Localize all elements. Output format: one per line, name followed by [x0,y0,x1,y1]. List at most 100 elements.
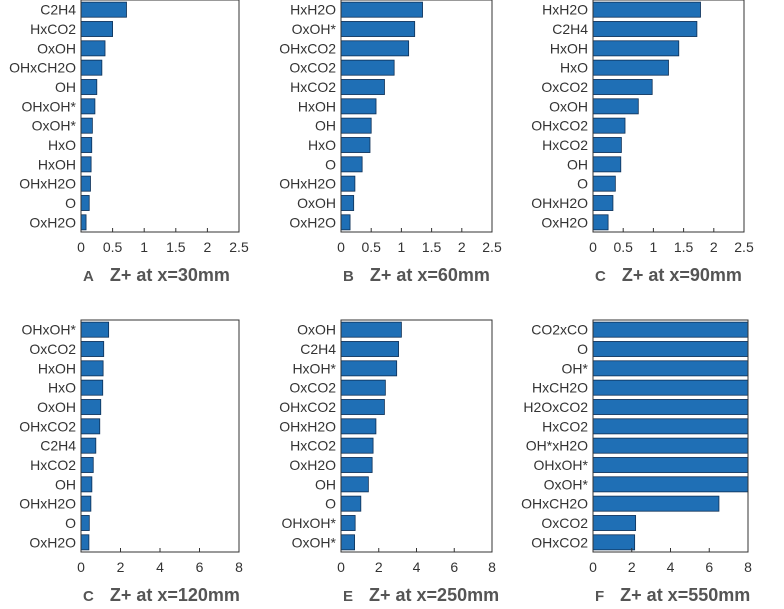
category-label: OH [55,476,76,492]
panel-letter: B [343,268,354,285]
bar-chart-panel-1: C2H4 HxCO2 OxOH OHxCH2O OH OHxOH* OxOH* HxO HxOH… [9,0,249,285]
bar [592,59,669,76]
x-tick-label: 2 [204,239,212,255]
bar [592,117,626,134]
bar [80,534,90,551]
bar [340,175,356,192]
category-label: OHxH2O [279,176,336,192]
category-label: OxOH [549,98,588,114]
panel-caption: C Z+ at x=90mm [595,265,742,285]
bar [340,379,386,396]
category-label: OHxH2O [19,496,76,512]
category-label: OHxH2O [279,418,336,434]
bar [592,341,749,357]
category-label: O [577,341,588,357]
category-label: C2H4 [40,2,76,18]
panel-letter: F [595,588,604,605]
bar-chart-panel-2: HxH2O OxOH* OHxCO2 OxCO2 HxCO2 HxOH OH HxO O OHxH… [279,0,502,285]
category-label: OH [55,79,76,95]
category-label: HxCH2O [532,380,588,396]
bar [80,457,94,473]
panel-letter: E [343,588,353,605]
x-tick-label: 0.5 [613,239,633,255]
bar [80,79,98,95]
category-label: C2H4 [300,341,336,357]
category-label: OHxCO2 [531,118,588,134]
bar [80,117,93,134]
category-label: OHxOH* [22,98,77,114]
category-label: OxCO2 [541,79,588,95]
category-label: HxCO2 [30,21,76,37]
category-label: OH [315,118,336,134]
panel-title: Z+ at x=250mm [369,585,499,605]
x-tick-label: 1.5 [422,239,442,255]
category-label: OxOH* [544,476,589,492]
bar [592,1,701,18]
bar [340,476,369,493]
panel-title: Z+ at x=60mm [370,265,490,285]
plot-frame [80,319,240,553]
bar [340,156,363,173]
plot-frame [80,0,240,233]
x-tick-label: 1.5 [674,239,694,255]
category-label: O [325,156,336,172]
category-label: OHxCH2O [9,60,76,76]
bar [592,476,749,493]
x-tick-label: 0 [337,559,345,575]
x-tick-label: 2.5 [229,239,249,255]
bar [340,341,399,357]
category-label: OH*xH2O [526,438,588,454]
category-label: HxOH [550,40,588,56]
category-label: OxOH* [292,534,337,550]
bar [80,495,92,512]
bar [592,175,616,192]
category-label: OxH2O [289,457,336,473]
panel-caption: B Z+ at x=60mm [343,265,490,285]
x-tick-label: 8 [235,559,243,575]
category-label: OHxOH* [282,515,337,531]
category-label: OH [567,156,588,172]
category-label: OxOH* [32,118,77,134]
category-label: HxOH* [292,360,336,376]
category-label: HxOH [38,156,76,172]
category-label: OHxCO2 [279,399,336,415]
category-label: OxH2O [29,534,76,550]
category-label: C2H4 [552,21,588,37]
category-label: OxOH [37,40,76,56]
category-label: OHxOH* [22,322,77,338]
category-label: HxOH [298,98,336,114]
bar [80,360,104,377]
panel-title: Z+ at x=30mm [110,265,230,285]
x-tick-label: 6 [705,559,713,575]
bar [592,195,614,211]
bar [80,137,93,153]
bar [340,515,356,531]
bar [340,1,423,18]
bar [80,175,91,192]
category-label: HxO [560,60,588,76]
bar [592,495,720,512]
bar [340,534,355,551]
bar [340,117,372,134]
category-label: HxH2O [542,2,588,18]
bar [592,40,680,57]
bar [592,21,698,37]
bar-chart-panel-4: OHxOH* OxCO2 HxOH HxO OxOH OHxCO2 C2H4 HxCO2 OH O… [19,319,243,605]
category-label: OH [315,476,336,492]
category-label: OHxH2O [531,195,588,211]
category-label: HxOH [38,360,76,376]
category-label: OH* [562,360,589,376]
bar [80,515,90,531]
bar [80,379,104,396]
x-tick-label: 8 [744,559,752,575]
x-tick-label: 2 [458,239,466,255]
x-tick-label: 0 [589,239,597,255]
category-label: OxCO2 [541,515,588,531]
panel-letter: C [83,588,94,605]
bar [340,21,416,37]
bar [592,321,749,338]
category-label: OxOH [37,399,76,415]
bar [80,40,106,57]
x-tick-label: 4 [156,559,164,575]
